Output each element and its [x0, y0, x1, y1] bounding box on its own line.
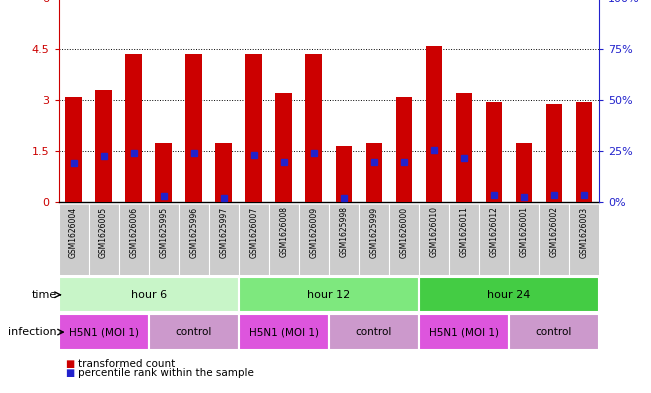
Text: GSM1626009: GSM1626009	[309, 206, 318, 257]
Bar	[148, 314, 239, 350]
Text: GSM1626004: GSM1626004	[69, 206, 78, 257]
Text: H5N1 (MOI 1): H5N1 (MOI 1)	[249, 327, 319, 337]
Bar	[575, 102, 592, 202]
Text: ■: ■	[65, 358, 74, 369]
Text: ■: ■	[65, 368, 74, 378]
Bar	[126, 54, 142, 202]
Bar	[396, 97, 412, 202]
Bar	[426, 46, 442, 202]
Bar	[239, 314, 329, 350]
Text: H5N1 (MOI 1): H5N1 (MOI 1)	[68, 327, 139, 337]
Text: GSM1626008: GSM1626008	[279, 206, 288, 257]
Bar	[509, 314, 599, 350]
Bar	[419, 277, 599, 312]
Text: control: control	[536, 327, 572, 337]
Text: GSM1625995: GSM1625995	[159, 206, 168, 257]
Bar	[486, 102, 502, 202]
Bar	[456, 94, 472, 202]
Text: time: time	[32, 290, 57, 300]
Bar	[156, 143, 172, 202]
Bar	[65, 97, 82, 202]
Text: control: control	[355, 327, 392, 337]
Text: GSM1626003: GSM1626003	[579, 206, 589, 257]
Text: GSM1625996: GSM1625996	[189, 206, 198, 257]
Bar	[419, 314, 509, 350]
Text: GSM1626006: GSM1626006	[129, 206, 138, 257]
Text: hour 24: hour 24	[487, 290, 531, 300]
Text: GSM1626010: GSM1626010	[429, 206, 438, 257]
Text: GSM1626011: GSM1626011	[460, 206, 468, 257]
Bar	[365, 143, 382, 202]
Text: hour 6: hour 6	[131, 290, 167, 300]
Bar	[546, 104, 562, 202]
Text: H5N1 (MOI 1): H5N1 (MOI 1)	[429, 327, 499, 337]
Bar	[516, 143, 532, 202]
Bar	[59, 314, 148, 350]
Bar	[275, 94, 292, 202]
Bar	[239, 277, 419, 312]
Text: GSM1626000: GSM1626000	[399, 206, 408, 257]
Text: GSM1625999: GSM1625999	[369, 206, 378, 257]
Text: GSM1626005: GSM1626005	[99, 206, 108, 257]
Bar	[186, 54, 202, 202]
Text: control: control	[176, 327, 212, 337]
Text: GSM1625997: GSM1625997	[219, 206, 229, 257]
Text: hour 12: hour 12	[307, 290, 350, 300]
Bar	[59, 277, 239, 312]
Bar	[329, 314, 419, 350]
Text: GSM1625998: GSM1625998	[339, 206, 348, 257]
Text: infection: infection	[8, 327, 57, 337]
Bar	[305, 54, 322, 202]
Text: GSM1626001: GSM1626001	[519, 206, 529, 257]
Text: percentile rank within the sample: percentile rank within the sample	[78, 368, 254, 378]
Text: GSM1626007: GSM1626007	[249, 206, 258, 257]
Bar	[245, 54, 262, 202]
Text: GSM1626002: GSM1626002	[549, 206, 559, 257]
Bar	[215, 143, 232, 202]
Text: transformed count: transformed count	[78, 358, 175, 369]
Text: GSM1626012: GSM1626012	[490, 206, 499, 257]
Bar	[335, 146, 352, 202]
Bar	[95, 90, 112, 202]
